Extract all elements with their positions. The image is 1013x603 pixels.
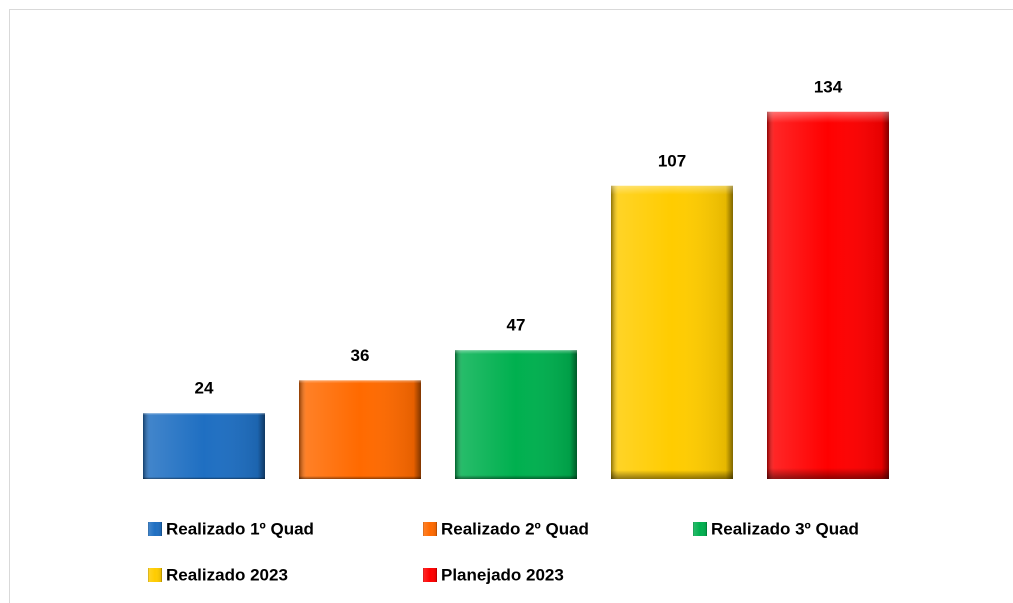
- legend-swatch-bevel: [693, 522, 707, 536]
- legend-swatch-bevel: [148, 522, 162, 536]
- bar-bevel: [767, 111, 889, 479]
- bar-bevel: [299, 380, 421, 479]
- data-label: 24: [195, 379, 214, 398]
- data-label: 36: [351, 346, 370, 365]
- legend-swatch-bevel: [148, 568, 162, 582]
- bar-bevel: [143, 413, 265, 479]
- legend-label: Realizado 3º Quad: [711, 519, 859, 538]
- chart-frame: [9, 9, 1013, 603]
- legend-label: Realizado 2º Quad: [441, 519, 589, 538]
- data-label: 134: [814, 77, 843, 96]
- bar-bevel: [455, 350, 577, 479]
- legend-label: Realizado 1º Quad: [166, 519, 314, 538]
- legend-swatch-bevel: [423, 568, 437, 582]
- data-label: 47: [507, 316, 526, 335]
- bar-bevel: [611, 185, 733, 479]
- legend-label: Planejado 2023: [441, 565, 564, 584]
- legend-swatch-bevel: [423, 522, 437, 536]
- data-label: 107: [658, 151, 686, 170]
- legend-label: Realizado 2023: [166, 565, 288, 584]
